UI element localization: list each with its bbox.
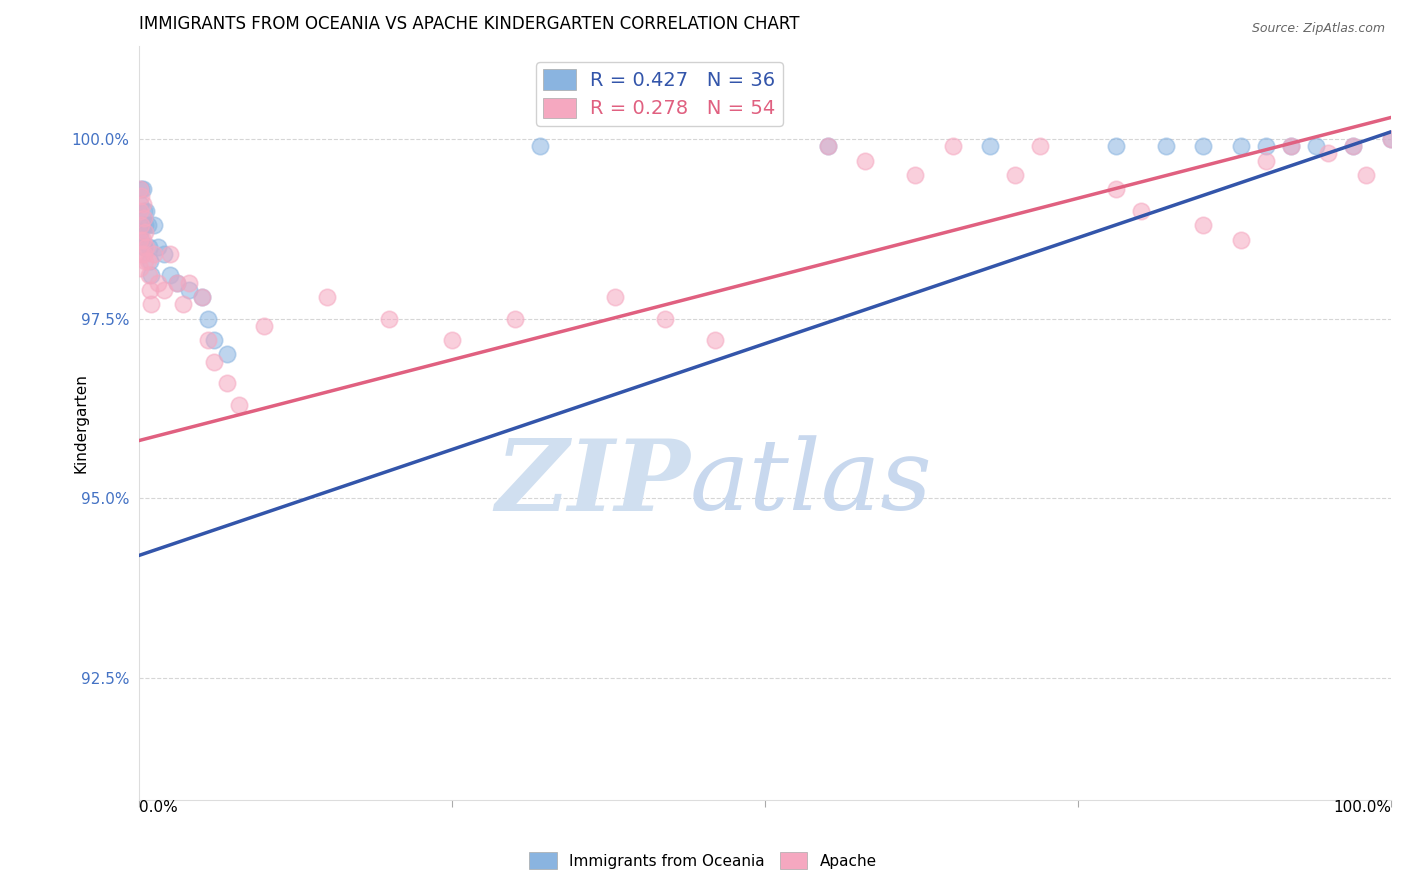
Point — [228, 398, 250, 412]
Point — [1192, 139, 1215, 153]
Point — [503, 311, 526, 326]
Text: ZIP: ZIP — [495, 434, 690, 531]
Legend: Immigrants from Oceania, Apache: Immigrants from Oceania, Apache — [523, 846, 883, 875]
Point — [1343, 139, 1365, 153]
Point — [197, 333, 219, 347]
Text: 0.0%: 0.0% — [139, 799, 177, 814]
Point — [177, 283, 200, 297]
Point — [703, 333, 725, 347]
Point — [1379, 132, 1402, 146]
Point — [131, 233, 153, 247]
Point — [1305, 139, 1327, 153]
Point — [129, 233, 152, 247]
Point — [253, 318, 276, 333]
Point — [141, 268, 163, 283]
Point — [132, 182, 155, 196]
Point — [129, 196, 152, 211]
Point — [143, 218, 166, 232]
Point — [132, 247, 155, 261]
Text: 100.0%: 100.0% — [1333, 799, 1391, 814]
Point — [853, 153, 876, 168]
Point — [904, 168, 927, 182]
Point — [1343, 139, 1365, 153]
Legend: R = 0.427   N = 36, R = 0.278   N = 54: R = 0.427 N = 36, R = 0.278 N = 54 — [536, 62, 783, 126]
Text: Source: ZipAtlas.com: Source: ZipAtlas.com — [1251, 22, 1385, 36]
Point — [131, 247, 153, 261]
Point — [654, 311, 676, 326]
Point — [132, 218, 155, 232]
Point — [202, 354, 225, 368]
Point — [131, 218, 153, 232]
Point — [1317, 146, 1340, 161]
Point — [153, 247, 176, 261]
Point — [979, 139, 1001, 153]
Point — [166, 276, 188, 290]
Text: IMMIGRANTS FROM OCEANIA VS APACHE KINDERGARTEN CORRELATION CHART: IMMIGRANTS FROM OCEANIA VS APACHE KINDER… — [139, 15, 800, 33]
Point — [177, 276, 200, 290]
Point — [1229, 233, 1251, 247]
Point — [190, 290, 212, 304]
Point — [942, 139, 965, 153]
Point — [440, 333, 463, 347]
Point — [138, 240, 160, 254]
Point — [1229, 139, 1251, 153]
Point — [1254, 153, 1277, 168]
Point — [146, 240, 169, 254]
Point — [1355, 168, 1378, 182]
Point — [1004, 168, 1026, 182]
Point — [1279, 139, 1302, 153]
Point — [153, 283, 176, 297]
Point — [817, 139, 839, 153]
Point — [136, 254, 159, 268]
Point — [132, 211, 155, 225]
Point — [139, 283, 162, 297]
Point — [132, 240, 155, 254]
Point — [135, 240, 157, 254]
Point — [129, 203, 152, 218]
Point — [159, 247, 181, 261]
Point — [1104, 139, 1126, 153]
Point — [129, 225, 152, 239]
Point — [138, 268, 160, 283]
Point — [129, 261, 152, 276]
Point — [197, 311, 219, 326]
Point — [529, 139, 551, 153]
Point — [146, 276, 169, 290]
Point — [166, 276, 188, 290]
Point — [378, 311, 401, 326]
Point — [132, 203, 155, 218]
Point — [1154, 139, 1177, 153]
Text: atlas: atlas — [690, 435, 932, 531]
Point — [143, 247, 166, 261]
Point — [215, 376, 238, 391]
Point — [132, 233, 155, 247]
Point — [132, 196, 155, 211]
Point — [202, 333, 225, 347]
Point — [1129, 203, 1152, 218]
Point — [136, 218, 159, 232]
Point — [134, 218, 156, 232]
Point — [1029, 139, 1052, 153]
Point — [135, 203, 157, 218]
Point — [1379, 132, 1402, 146]
Point — [215, 347, 238, 361]
Point — [139, 254, 162, 268]
Point — [315, 290, 337, 304]
Point — [190, 290, 212, 304]
Point — [141, 297, 163, 311]
Point — [159, 268, 181, 283]
Point — [172, 297, 194, 311]
Point — [131, 182, 153, 196]
Point — [129, 182, 152, 196]
Point — [817, 139, 839, 153]
Point — [1104, 182, 1126, 196]
Point — [134, 254, 156, 268]
Point — [1279, 139, 1302, 153]
Point — [1254, 139, 1277, 153]
Point — [134, 225, 156, 239]
Y-axis label: Kindergarten: Kindergarten — [75, 373, 89, 473]
Point — [603, 290, 626, 304]
Point — [1192, 218, 1215, 232]
Point — [131, 189, 153, 203]
